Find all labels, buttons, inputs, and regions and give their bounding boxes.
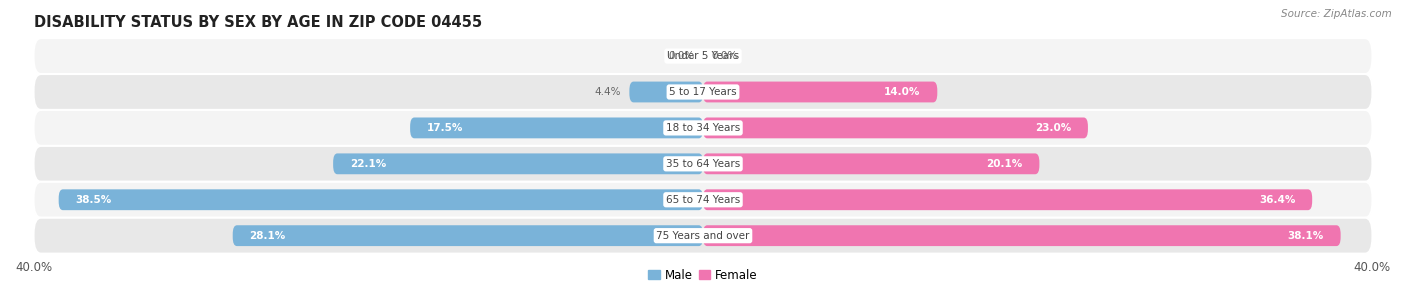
FancyBboxPatch shape [333,153,703,174]
FancyBboxPatch shape [34,182,1372,218]
Text: 18 to 34 Years: 18 to 34 Years [666,123,740,133]
Text: 36.4%: 36.4% [1260,195,1295,205]
Text: 38.5%: 38.5% [76,195,111,205]
FancyBboxPatch shape [34,146,1372,182]
Text: 38.1%: 38.1% [1288,231,1324,241]
FancyBboxPatch shape [34,110,1372,146]
Text: 5 to 17 Years: 5 to 17 Years [669,87,737,97]
FancyBboxPatch shape [703,153,1039,174]
FancyBboxPatch shape [34,38,1372,74]
Text: Under 5 Years: Under 5 Years [666,51,740,61]
Text: 4.4%: 4.4% [595,87,621,97]
Text: DISABILITY STATUS BY SEX BY AGE IN ZIP CODE 04455: DISABILITY STATUS BY SEX BY AGE IN ZIP C… [34,15,482,30]
FancyBboxPatch shape [34,74,1372,110]
Legend: Male, Female: Male, Female [644,264,762,286]
Text: 22.1%: 22.1% [350,159,387,169]
FancyBboxPatch shape [630,81,703,102]
FancyBboxPatch shape [703,225,1341,246]
FancyBboxPatch shape [233,225,703,246]
Text: 14.0%: 14.0% [884,87,921,97]
Text: 23.0%: 23.0% [1035,123,1071,133]
FancyBboxPatch shape [411,117,703,138]
Text: 75 Years and over: 75 Years and over [657,231,749,241]
Text: 20.1%: 20.1% [987,159,1022,169]
Text: 17.5%: 17.5% [427,123,463,133]
FancyBboxPatch shape [703,117,1088,138]
Text: Source: ZipAtlas.com: Source: ZipAtlas.com [1281,9,1392,19]
FancyBboxPatch shape [34,218,1372,254]
Text: 65 to 74 Years: 65 to 74 Years [666,195,740,205]
Text: 35 to 64 Years: 35 to 64 Years [666,159,740,169]
FancyBboxPatch shape [59,189,703,210]
Text: 0.0%: 0.0% [668,51,695,61]
Text: 28.1%: 28.1% [249,231,285,241]
Text: 0.0%: 0.0% [711,51,738,61]
FancyBboxPatch shape [703,189,1312,210]
FancyBboxPatch shape [703,81,938,102]
